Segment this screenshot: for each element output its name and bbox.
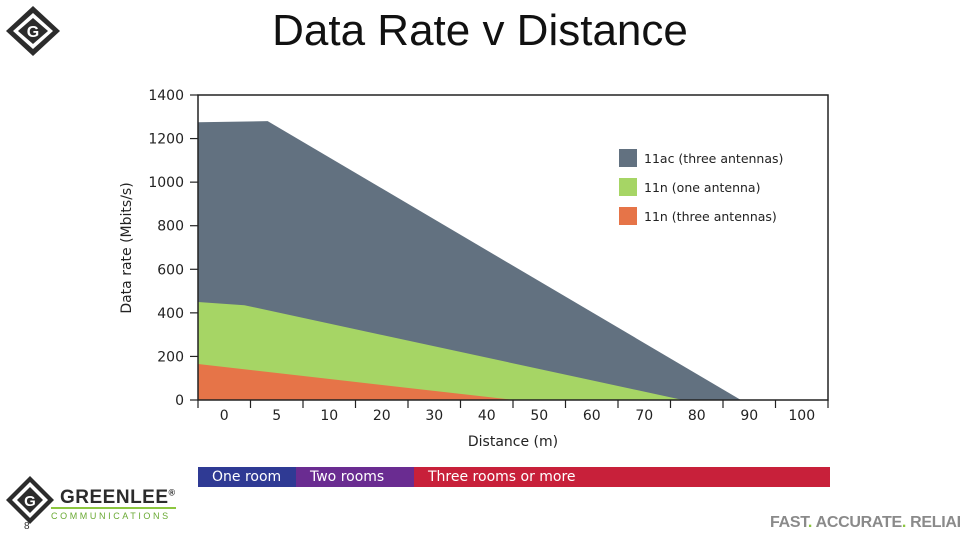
x-tick-label: 40	[478, 408, 496, 424]
tagline-word-3: RELIABLE	[910, 514, 960, 531]
x-tick-label: 90	[740, 408, 758, 424]
brand-name: GREENLEE®	[60, 487, 176, 509]
y-tick-label: 800	[157, 219, 184, 235]
legend-swatch	[619, 207, 637, 225]
tagline-word-1: FAST	[770, 514, 808, 531]
x-tick-label: 30	[425, 408, 443, 424]
brand-divider	[51, 507, 176, 509]
greenlee-brand: G GREENLEE® COMMUNICATIONS	[4, 474, 184, 532]
x-axis-label: Distance (m)	[468, 434, 558, 450]
legend-swatch	[619, 178, 637, 196]
x-tick-label: 80	[688, 408, 706, 424]
legend-swatch	[619, 149, 637, 167]
greenlee-brand-logo-icon: G	[6, 476, 54, 524]
x-tick-label: 20	[373, 408, 391, 424]
x-tick-label: 100	[788, 408, 815, 424]
y-tick-label: 1400	[148, 88, 184, 104]
tagline-dot-2: .	[901, 514, 906, 531]
y-tick-label: 400	[157, 306, 184, 322]
slide-title: Data Rate v Distance	[272, 6, 688, 55]
x-tick-label: 60	[583, 408, 601, 424]
registered-mark: ®	[168, 487, 176, 498]
room-range-segment: One room	[198, 467, 296, 487]
chart-svg: 0 200 400 600 800 1000 1200 1400 0 5 10 20 30 40 50 60…	[119, 88, 829, 450]
y-tick-label: 0	[175, 393, 184, 409]
y-tick-label: 1000	[148, 175, 184, 191]
greenlee-logo-icon: G	[6, 6, 60, 56]
tagline: FAST. ACCURATE. RELIABLE.	[770, 514, 960, 532]
x-tick-label: 70	[635, 408, 653, 424]
x-tick-label: 5	[272, 408, 281, 424]
x-tick-label: 10	[320, 408, 338, 424]
y-tick-label: 600	[157, 262, 184, 278]
y-tick-label: 200	[157, 349, 184, 365]
room-range-segment: Three rooms or more	[414, 467, 830, 487]
y-axis-label: Data rate (Mbits/s)	[119, 182, 135, 313]
room-range-segment: Two rooms	[296, 467, 414, 487]
brand-logo-letter: G	[24, 493, 36, 510]
slide-number: 8	[24, 521, 30, 532]
tagline-word-2: ACCURATE	[815, 514, 902, 531]
brand-name-text: GREENLEE	[60, 487, 169, 508]
tagline-dot-1: .	[807, 514, 813, 531]
x-tick-label: 50	[530, 408, 548, 424]
logo-letter: G	[27, 24, 39, 41]
legend-label: 11n (three antennas)	[644, 209, 777, 224]
y-tick-label: 1200	[148, 132, 184, 148]
brand-subtitle: COMMUNICATIONS	[51, 511, 171, 521]
legend-label: 11ac (three antennas)	[644, 151, 783, 166]
x-tick-label: 0	[220, 408, 229, 424]
area-series-3	[198, 364, 515, 400]
legend-label: 11n (one antenna)	[644, 180, 760, 195]
data-rate-chart: 0 200 400 600 800 1000 1200 1400 0 5 10 20 30 40 50 60…	[100, 78, 860, 458]
area-series-2	[198, 301, 683, 400]
room-range-bar: One room Two rooms Three rooms or more	[198, 467, 830, 487]
